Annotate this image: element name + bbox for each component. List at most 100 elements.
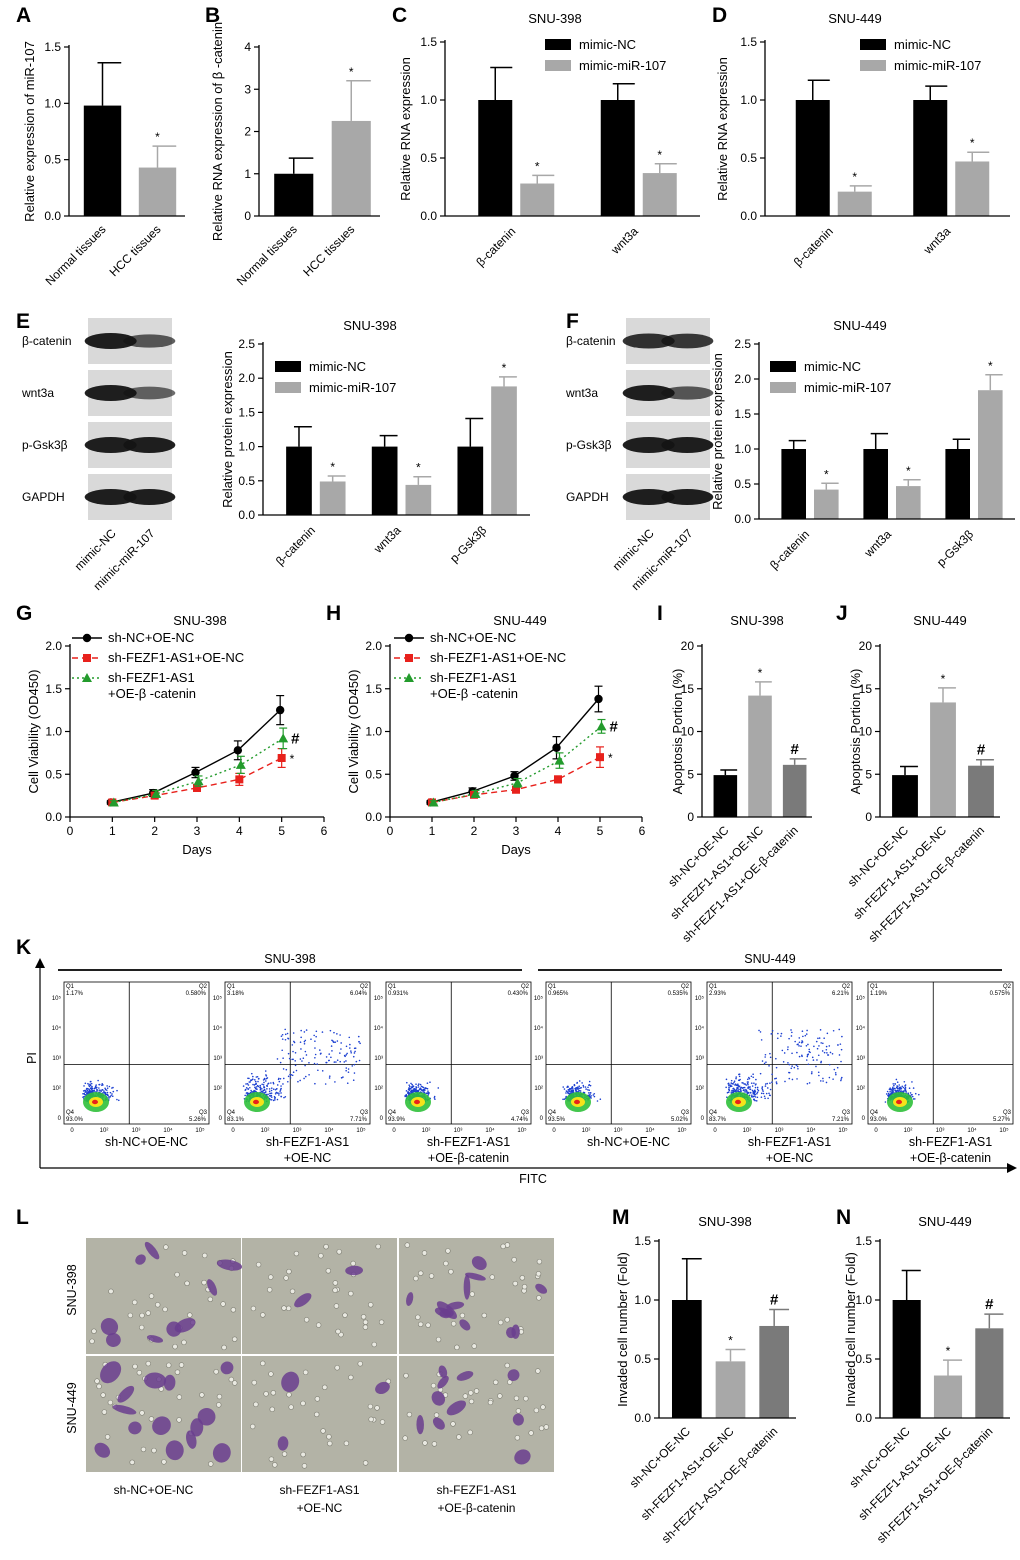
flow-event <box>281 1049 283 1052</box>
flow-event <box>102 1084 104 1086</box>
membrane-pore <box>415 1314 421 1320</box>
flow-event <box>104 1092 107 1094</box>
quadrant-name: Q2 <box>521 984 530 990</box>
quadrant-name: Q1 <box>548 984 557 990</box>
flow-event <box>816 1059 818 1061</box>
membrane-pore <box>536 1258 543 1265</box>
invaded-cell <box>459 1319 471 1331</box>
sample-label: +OE-NC <box>766 1151 814 1165</box>
flow-event <box>109 1091 112 1094</box>
data-point <box>83 654 91 662</box>
blot-row-label: GAPDH <box>566 490 609 504</box>
panel-label-j: J <box>836 602 848 625</box>
invaded-cell <box>281 1371 300 1393</box>
membrane-pore <box>216 1402 222 1408</box>
invaded-cell <box>165 1440 184 1461</box>
legend-swatch <box>770 382 796 393</box>
legend-label: mimic-miR-107 <box>894 58 981 73</box>
flow-event <box>270 1087 273 1089</box>
quadrant-value-q2: 0.575% <box>990 991 1011 997</box>
flow-event <box>345 1054 348 1056</box>
flow-event <box>246 1091 248 1094</box>
density-max <box>735 1099 741 1105</box>
flow-event <box>734 1083 737 1086</box>
flow-event <box>825 1048 828 1051</box>
flow-event <box>728 1086 730 1089</box>
quadrant-value-q2: 0.580% <box>186 991 207 997</box>
chart-title: SNU-449 <box>833 318 886 333</box>
legend-swatch <box>275 361 301 372</box>
membrane-pore <box>96 1383 102 1390</box>
quadrant-name: Q2 <box>842 984 851 990</box>
membrane-pore <box>145 1310 151 1316</box>
flow-event <box>93 1087 96 1090</box>
data-point <box>512 777 523 787</box>
flow-event <box>355 1060 358 1063</box>
membrane-pore <box>325 1268 332 1274</box>
chart-m: SNU-398 Invaded cell number (Fold) 0.0 0.5 1… <box>615 1214 796 1546</box>
bar <box>782 764 807 817</box>
flow-event <box>95 1084 97 1086</box>
chart-title: SNU-449 <box>493 613 546 628</box>
flow-event <box>94 1085 97 1088</box>
flow-event <box>321 1070 324 1072</box>
flow-event <box>587 1086 589 1089</box>
significance-mark: * <box>728 1334 733 1348</box>
density-max <box>574 1099 580 1105</box>
significance-mark: * <box>290 752 295 766</box>
flow-event <box>775 1082 778 1085</box>
membrane-pore <box>151 1447 157 1454</box>
flow-event <box>780 1035 782 1037</box>
panel-labels: A B C D E F G H I J K L M N <box>16 4 851 1229</box>
flow-event <box>108 1085 111 1088</box>
flow-event <box>798 1045 800 1047</box>
significance-mark: * <box>657 148 662 162</box>
invaded-cell <box>406 1292 414 1306</box>
flow-event <box>304 1064 306 1067</box>
flow-event <box>840 1079 842 1082</box>
quadrant-name: Q2 <box>199 984 208 990</box>
x-tick-label: 10⁵ <box>838 1127 848 1134</box>
flow-event <box>805 1045 808 1047</box>
y-tick-label: 3 <box>244 82 251 96</box>
quadrant-name: Q1 <box>227 984 236 990</box>
y-tick-label: 10⁴ <box>695 1025 705 1032</box>
flow-event <box>340 1042 342 1044</box>
membrane-pore <box>456 1434 462 1440</box>
flow-event <box>904 1085 906 1087</box>
column-label: +OE-β-catenin <box>438 1501 516 1515</box>
flow-event <box>345 1069 347 1072</box>
flow-event <box>277 1078 280 1081</box>
flow-event <box>108 1096 110 1098</box>
invaded-cell <box>431 1391 446 1406</box>
membrane-pore <box>249 1423 256 1430</box>
flow-event <box>756 1091 759 1094</box>
flow-event <box>289 1077 292 1079</box>
flow-event <box>786 1048 789 1051</box>
flow-event <box>426 1082 429 1084</box>
significance-mark: * <box>416 461 421 475</box>
flow-event <box>304 1039 307 1042</box>
membrane-pore <box>536 1295 542 1301</box>
y-tick-label: 10⁵ <box>52 995 62 1002</box>
flow-event <box>752 1098 755 1101</box>
flow-event <box>780 1032 783 1035</box>
flow-event <box>782 1061 785 1063</box>
x-tick-label: 0 <box>387 824 394 838</box>
flow-event <box>725 1078 728 1081</box>
flow-event <box>263 1078 266 1081</box>
flow-event <box>314 1082 316 1085</box>
flow-event <box>269 1092 271 1095</box>
y-tick-label: 0.0 <box>855 1411 872 1425</box>
legend-swatch <box>545 39 571 50</box>
invaded-cell <box>465 1272 486 1281</box>
y-axis-label: Apoptosis Portion (%) <box>848 669 863 795</box>
flow-event <box>838 1054 841 1056</box>
y-tick-label: 0 <box>244 209 251 223</box>
flow-event <box>106 1085 108 1087</box>
flow-event <box>87 1082 89 1085</box>
membrane-pore <box>163 1244 169 1250</box>
flow-event <box>589 1084 592 1087</box>
flow-event <box>898 1086 901 1089</box>
flow-event <box>304 1050 307 1053</box>
